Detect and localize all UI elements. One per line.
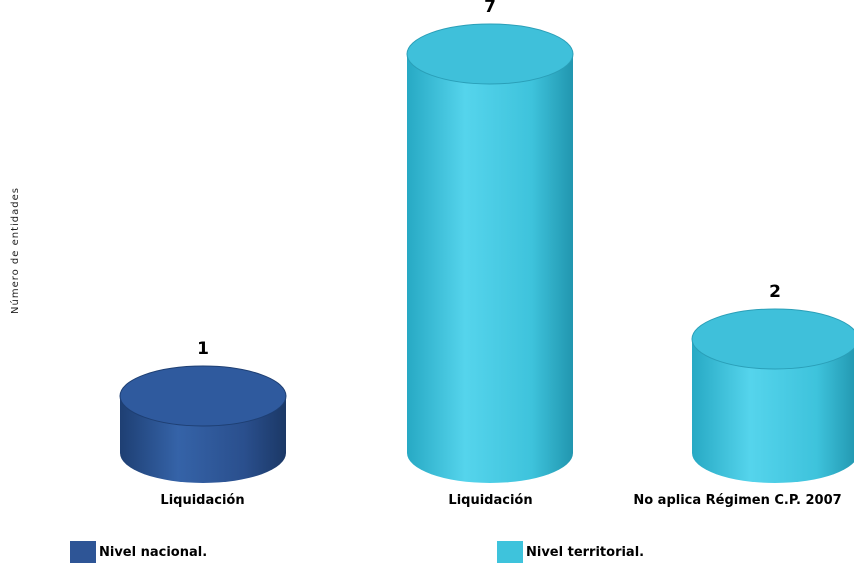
bar-top	[406, 23, 574, 85]
bar-top	[691, 308, 854, 370]
data-label-3: 2	[769, 282, 781, 302]
bar-body	[407, 54, 573, 483]
y-axis-label: Número de entidades	[8, 150, 22, 350]
bar-2	[406, 23, 574, 483]
bar-1	[119, 365, 287, 483]
legend-label-nivel-nacional: Nivel nacional.	[99, 544, 208, 560]
bar-3	[691, 308, 854, 483]
bar-top	[119, 365, 287, 427]
legend-swatch-nivel-territorial	[497, 541, 523, 563]
legend-label-nivel-territorial: Nivel territorial.	[526, 544, 645, 560]
data-label-1: 1	[197, 339, 209, 359]
x-tick-label-3: No aplica Régimen C.P. 2007	[633, 493, 842, 508]
x-tick-label-1: Liquidación	[160, 493, 245, 508]
bar-body	[692, 339, 854, 483]
legend-item-nivel-nacional: Nivel nacional.	[70, 541, 207, 563]
legend-item-nivel-territorial: Nivel territorial.	[497, 541, 644, 563]
legend-swatch-nivel-nacional	[70, 541, 96, 563]
data-label-2: 7	[484, 0, 496, 17]
x-tick-label-2: Liquidación	[448, 493, 533, 508]
y-axis-label-text: Número de entidades	[9, 186, 21, 314]
